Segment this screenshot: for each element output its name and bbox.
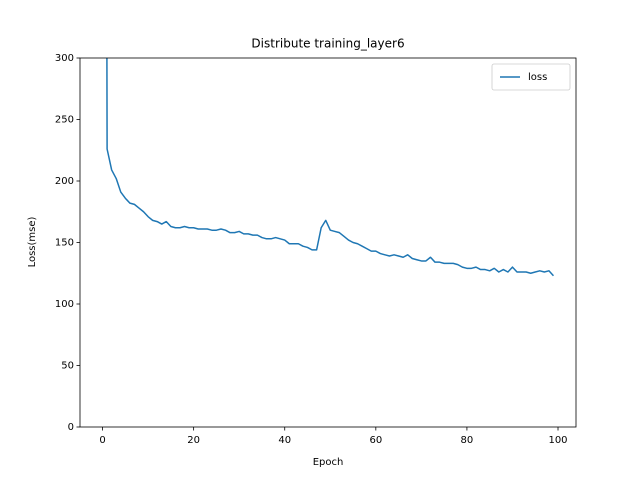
y-tick-label: 100: [55, 299, 74, 310]
x-axis-label: Epoch: [313, 457, 344, 468]
x-tick-label: 100: [548, 435, 567, 446]
legend-box: [491, 63, 571, 91]
y-tick-label: 150: [55, 238, 74, 249]
y-axis-label: Loss(mse): [27, 216, 38, 267]
y-tick-label: 0: [68, 422, 74, 433]
plot-area: [106, 58, 555, 277]
x-tick-label: 80: [461, 435, 474, 446]
legend-label: loss: [528, 72, 547, 83]
x-tick-label: 0: [99, 435, 105, 446]
y-tick-label: 50: [61, 361, 74, 372]
y-tick-label: 250: [55, 115, 74, 126]
chart-title: Distribute training_layer6: [251, 37, 404, 51]
y-tick-label: 300: [55, 53, 74, 64]
x-tick-label: 20: [187, 435, 200, 446]
x-tick-label: 40: [278, 435, 291, 446]
y-tick-label: 200: [55, 176, 74, 187]
line-series: [106, 58, 555, 277]
axes-frame: [79, 57, 577, 428]
x-tick-label: 60: [369, 435, 382, 446]
